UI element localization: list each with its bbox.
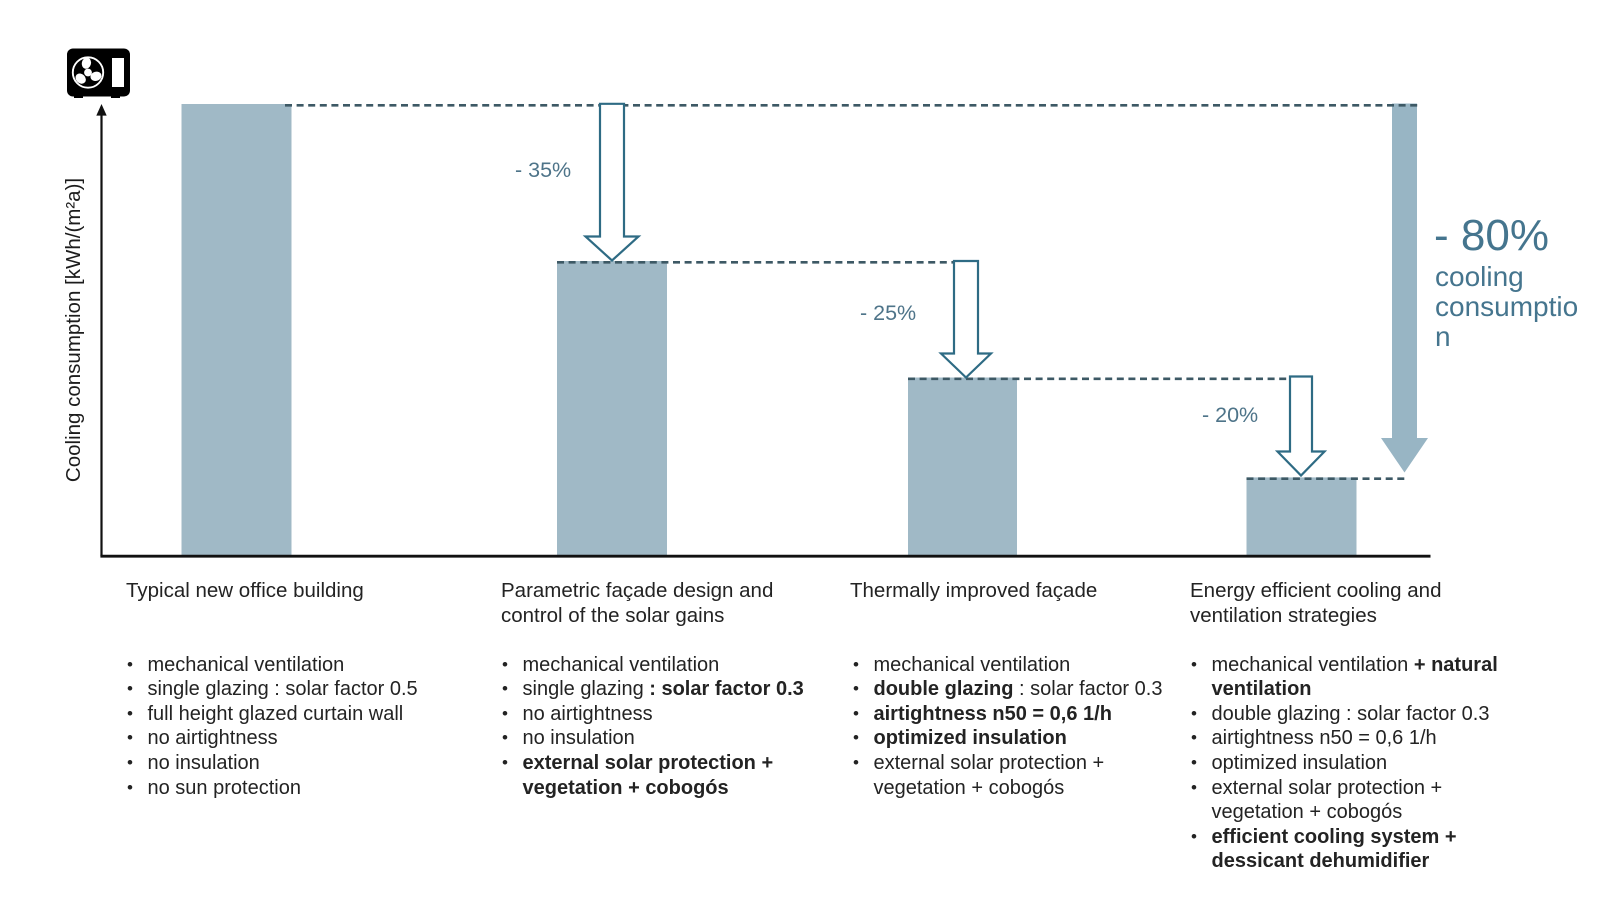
svg-text:Cooling consumption [kWh/(m²a): Cooling consumption [kWh/(m²a)] (62, 178, 85, 482)
